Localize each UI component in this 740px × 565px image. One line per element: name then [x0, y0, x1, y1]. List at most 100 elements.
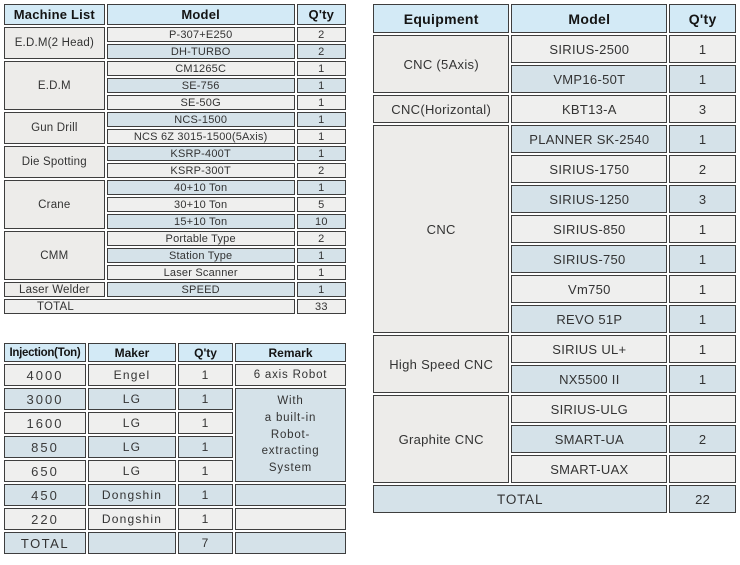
column-header-qty: Q'ty	[669, 4, 736, 33]
qty-cell: 1	[296, 129, 346, 144]
category-cell: Gun Drill	[4, 112, 105, 144]
model-cell: NCS-1500	[106, 112, 295, 127]
maker-cell: LG	[87, 436, 177, 458]
model-cell: 40+10 Ton	[106, 180, 295, 195]
table-row: SIRIUS-750 1	[373, 245, 736, 273]
column-header-qty: Q'ty	[296, 4, 346, 25]
qty-cell	[669, 455, 736, 483]
category-cell: CNC (5Axis)	[373, 35, 510, 93]
qty-cell: 2	[669, 155, 736, 183]
table-row: CMM Portable Type 2	[4, 231, 346, 280]
table-row: 3000 LG 1 With a built-in Robot- extracting…	[4, 388, 346, 482]
total-maker-cell	[87, 532, 177, 554]
qty-cell: 1	[178, 412, 234, 434]
injection-ton-cell: 850	[4, 436, 86, 458]
model-cell: SPEED	[106, 282, 295, 297]
table-row: Laser Welder SPEED 1	[4, 282, 346, 297]
total-label: TOTAL	[4, 532, 86, 554]
model-cell: Station Type	[106, 248, 295, 263]
qty-cell: 2	[296, 231, 346, 246]
qty-cell: 1	[178, 484, 234, 506]
table-row: E.D.M(2 Head) P-307+E250 2	[4, 27, 346, 59]
qty-cell: 1	[178, 508, 234, 530]
table-row: 4000 Engel 1 6 axis Robot	[4, 364, 346, 386]
model-cell: SIRIUS UL+	[511, 335, 668, 363]
table-row: 30+10 Ton 5	[4, 197, 346, 212]
column-header-injection-ton: Injection(Ton)	[4, 343, 86, 362]
model-cell: SIRIUS-1250	[511, 185, 668, 213]
table-row: NCS 6Z 3015-1500(5Axis) 1	[4, 129, 346, 144]
qty-cell: 1	[669, 65, 736, 93]
qty-cell: 3	[669, 185, 736, 213]
column-header-equipment: Equipment	[373, 4, 510, 33]
qty-cell: 1	[296, 78, 346, 93]
remark-cell	[235, 484, 346, 506]
category-cell: CNC	[373, 125, 510, 333]
table-row: REVO 51P 1	[373, 305, 736, 333]
qty-cell: 1	[296, 248, 346, 263]
table-row: 1600 LG 1	[4, 412, 346, 434]
injection-ton-cell: 4000	[4, 364, 86, 386]
qty-cell: 1	[296, 265, 346, 280]
total-row: TOTAL 7	[4, 532, 346, 554]
table-row: High Speed CNC SIRIUS UL+ 1	[373, 335, 736, 393]
table-row: SIRIUS-850 1	[373, 215, 736, 243]
column-header-machine-list: Machine List	[4, 4, 105, 25]
model-cell: SMART-UA	[511, 425, 668, 453]
model-cell: SMART-UAX	[511, 455, 668, 483]
model-cell: REVO 51P	[511, 305, 668, 333]
injection-ton-cell: 650	[4, 460, 86, 482]
table-row: E.D.M CM1265C 1	[4, 61, 346, 110]
qty-cell: 1	[296, 180, 346, 195]
injection-table: Injection(Ton) Maker Q'ty Remark 4000 Eng…	[2, 341, 348, 556]
table-row: Die Spotting KSRP-400T 1	[4, 146, 346, 178]
category-cell: CNC(Horizontal)	[373, 95, 510, 123]
injection-ton-cell: 1600	[4, 412, 86, 434]
model-cell: DH-TURBO	[106, 44, 295, 59]
qty-cell	[669, 395, 736, 423]
table-row: CNC PLANNER SK-2540 1	[373, 125, 736, 333]
category-cell: E.D.M(2 Head)	[4, 27, 105, 59]
category-cell: E.D.M	[4, 61, 105, 110]
table-row: 15+10 Ton 10	[4, 214, 346, 229]
machine-list-table: Machine List Model Q'ty E.D.M(2 Head) P-3…	[2, 2, 348, 316]
total-qty-cell: 22	[669, 485, 736, 513]
total-label: TOTAL	[373, 485, 668, 513]
model-cell: 30+10 Ton	[106, 197, 295, 212]
qty-cell: 3	[669, 95, 736, 123]
table-row: Crane 40+10 Ton 1	[4, 180, 346, 229]
table-row: SMART-UAX	[373, 455, 736, 483]
model-cell: CM1265C	[106, 61, 295, 76]
table-row: DH-TURBO 2	[4, 44, 346, 59]
qty-cell: 1	[178, 388, 234, 410]
table-row: Graphite CNC SIRIUS-ULG	[373, 395, 736, 483]
qty-cell: 2	[296, 44, 346, 59]
model-cell: Laser Scanner	[106, 265, 295, 280]
maker-cell: Dongshin	[87, 484, 177, 506]
total-qty-cell: 7	[178, 532, 234, 554]
injection-ton-cell: 450	[4, 484, 86, 506]
total-remark-cell	[235, 532, 346, 554]
maker-cell: Dongshin	[87, 508, 177, 530]
table-row: 650 LG 1	[4, 460, 346, 482]
qty-cell: 2	[296, 163, 346, 178]
total-label: TOTAL	[4, 299, 295, 314]
qty-cell: 1	[669, 305, 736, 333]
qty-cell: 1	[669, 245, 736, 273]
qty-cell: 1	[178, 460, 234, 482]
model-cell: KSRP-400T	[106, 146, 295, 161]
qty-cell: 1	[669, 335, 736, 363]
column-header-model: Model	[511, 4, 668, 33]
table-row: NX5500 II 1	[373, 365, 736, 393]
category-cell: High Speed CNC	[373, 335, 510, 393]
model-cell: KBT13-A	[511, 95, 668, 123]
remark-cell	[235, 508, 346, 530]
qty-cell: 5	[296, 197, 346, 212]
model-cell: NX5500 II	[511, 365, 668, 393]
table-row: 850 LG 1	[4, 436, 346, 458]
qty-cell: 2	[669, 425, 736, 453]
qty-cell: 1	[296, 95, 346, 110]
total-row: TOTAL 22	[373, 485, 736, 513]
qty-cell: 10	[296, 214, 346, 229]
